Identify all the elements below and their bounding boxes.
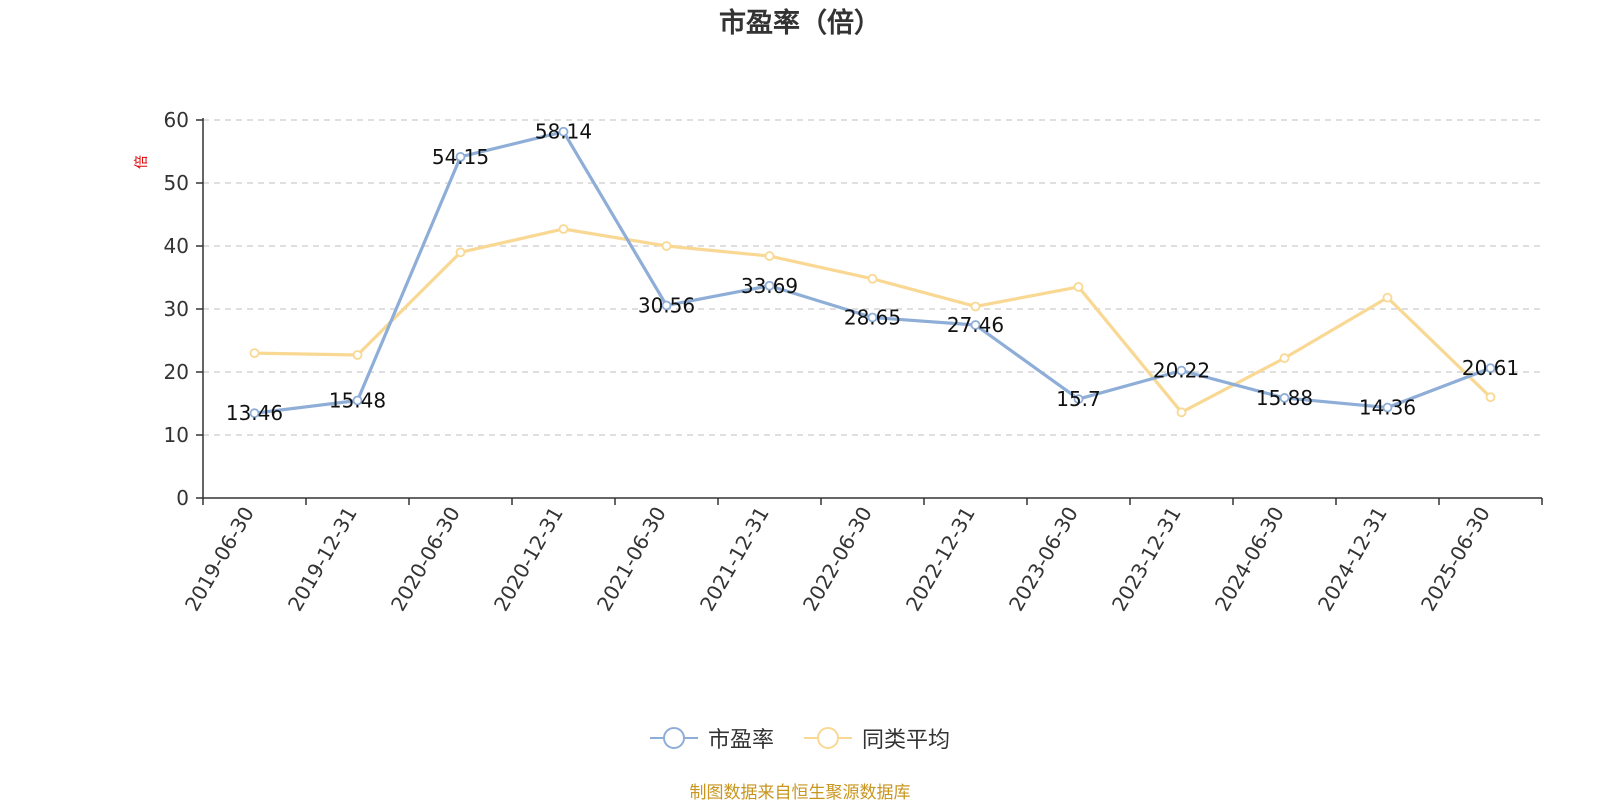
y-tick-label: 40: [164, 234, 189, 258]
x-tick-label: 2022-06-30: [798, 503, 877, 616]
x-tick-label: 2020-06-30: [386, 503, 465, 616]
source-note: 制图数据来自恒生聚源数据库: [689, 783, 911, 803]
data-label: 54.15: [432, 145, 489, 169]
data-point-series2: [1485, 392, 1496, 403]
data-label: 14.36: [1359, 396, 1416, 420]
x-tick-label: 2021-12-31: [695, 503, 774, 616]
data-label: 15.48: [329, 388, 386, 412]
chart-title: 市盈率（倍）: [719, 8, 881, 39]
data-point-series1: [558, 126, 569, 137]
legend-series2-icon: [804, 727, 852, 749]
x-tick-label: 2019-12-31: [283, 503, 362, 616]
data-point-series1: [1073, 394, 1084, 404]
series-layer: [249, 126, 1496, 419]
data-label: 15.88: [1256, 386, 1313, 410]
x-tick-label: 2022-12-31: [901, 503, 980, 616]
data-point-series2: [352, 350, 363, 360]
x-tick-label: 2021-06-30: [592, 503, 671, 616]
x-tick-label: 2023-06-30: [1004, 503, 1083, 616]
data-point-series2: [970, 301, 981, 312]
data-point-series2: [249, 348, 260, 359]
data-label: 13.46: [226, 401, 283, 425]
data-label: 33.69: [741, 274, 798, 298]
legend-series2-label: 同类平均: [862, 728, 951, 753]
data-point-series1: [1279, 393, 1290, 403]
data-point-series2: [558, 224, 569, 234]
label-layer: 13.46 15.48 54.15 58.14 30.56 33.69 28.65 27.46…: [226, 120, 1519, 425]
x-tick-label: 2025-06-30: [1416, 503, 1495, 616]
data-point-series1: [455, 151, 466, 162]
axis-layer: 0 10 20 30 40 50 60 2019-06-30 2019-12-31 2020-06…: [164, 108, 1543, 616]
data-point-series2: [661, 241, 672, 251]
data-point-series1: [352, 395, 363, 406]
data-label: 20.61: [1462, 356, 1519, 380]
y-tick-label: 60: [164, 108, 189, 132]
data-label: 27.46: [947, 313, 1004, 337]
data-point-series1: [764, 280, 775, 291]
legend-item-series2[interactable]: 同类平均: [804, 722, 950, 754]
y-tick-label: 20: [164, 360, 189, 384]
x-tick-label: 2024-12-31: [1313, 503, 1392, 616]
y-axis-unit-label: 倍: [134, 155, 150, 169]
legend-series1-label: 市盈率: [707, 728, 774, 753]
data-point-series2: [455, 247, 466, 258]
data-point-series2: [764, 251, 775, 261]
legend: 市盈率 同类平均: [0, 722, 1600, 754]
data-point-series1: [661, 300, 672, 311]
data-point-series1: [1176, 365, 1187, 376]
x-tick-label: 2019-06-30: [180, 503, 259, 616]
y-tick-label: 50: [164, 171, 189, 195]
data-point-series1: [249, 408, 260, 419]
data-point-series2: [1073, 282, 1084, 292]
y-tick-label: 10: [164, 423, 189, 447]
legend-series1-icon: [649, 727, 698, 749]
x-tick-label: 2023-12-31: [1107, 503, 1186, 616]
data-label: 15.7: [1056, 387, 1101, 411]
data-point-series2: [1279, 353, 1290, 364]
data-label: 58.14: [535, 120, 592, 144]
data-label: 20.22: [1153, 359, 1210, 383]
data-label: 28.65: [844, 306, 901, 330]
y-tick-label: 0: [176, 486, 189, 510]
data-point-series2: [867, 273, 878, 284]
data-point-series1: [1485, 363, 1496, 374]
data-point-series2: [1176, 407, 1187, 418]
data-point-series1: [970, 320, 981, 330]
x-tick-label: 2024-06-30: [1210, 503, 1289, 616]
x-tick-label: 2020-12-31: [489, 503, 568, 616]
y-tick-label: 30: [164, 297, 189, 321]
data-point-series1: [1382, 402, 1393, 413]
data-point-series1: [867, 312, 878, 323]
data-point-series2: [1382, 292, 1393, 303]
grid-layer: [203, 119, 1542, 436]
legend-item-series1[interactable]: 市盈率: [649, 722, 774, 754]
data-label: 30.56: [638, 293, 695, 317]
